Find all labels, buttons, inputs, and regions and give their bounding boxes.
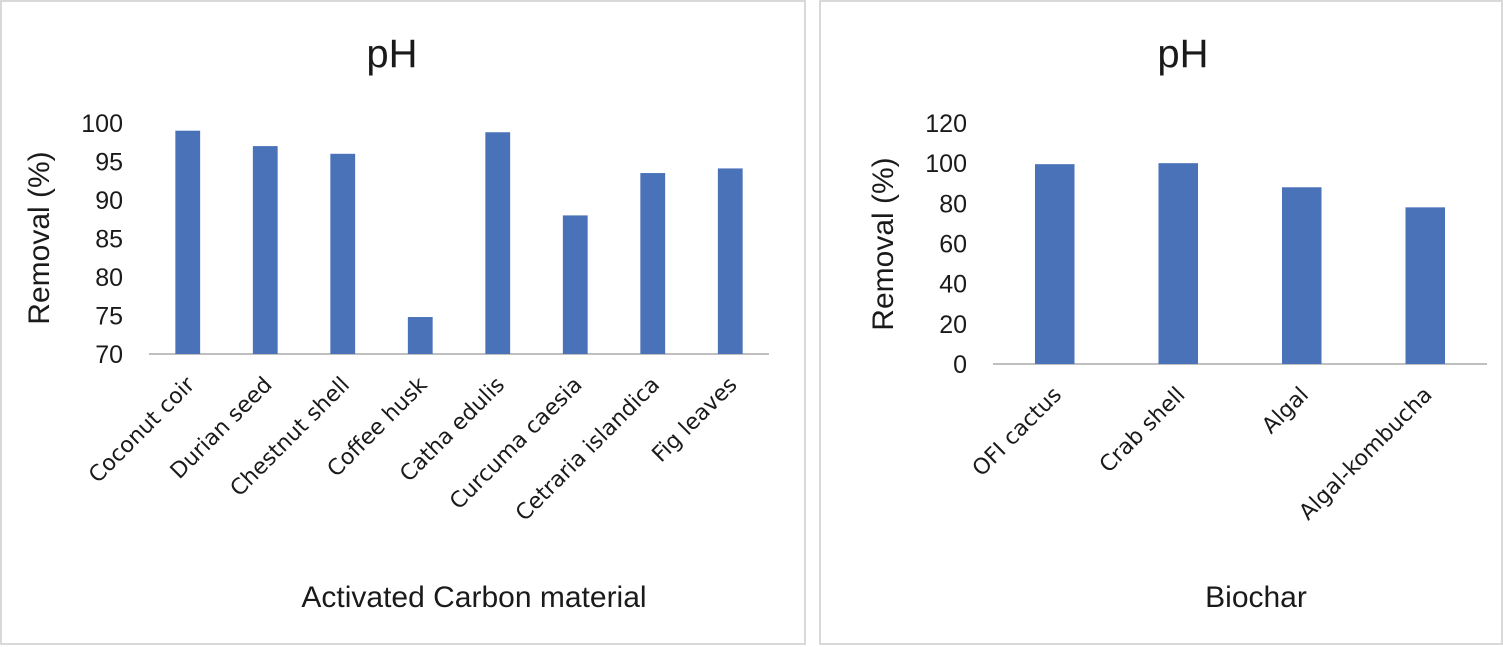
x-tick-label: OFI cactus	[968, 383, 1067, 482]
x-axis-label: Activated Carbon material	[301, 581, 646, 614]
bar	[640, 173, 666, 354]
y-tick-label: 0	[953, 351, 967, 379]
bar	[1281, 187, 1322, 364]
y-tick-label: 80	[939, 190, 967, 218]
x-axis-label: Biochar	[1205, 581, 1307, 614]
x-tick-label: Algal-kombucha	[1295, 383, 1438, 526]
x-tick-label: Fig leaves	[648, 373, 743, 468]
activated-carbon-chart: pH Removal (%) Activated Carbon material…	[23, 32, 769, 614]
chart-title: pH	[1157, 32, 1208, 76]
bar	[485, 132, 511, 354]
bar	[175, 130, 201, 354]
x-tick-label: Curcuma caesia	[445, 373, 587, 515]
y-tick-label: 20	[939, 311, 967, 339]
bar	[717, 168, 743, 354]
y-tick-label: 60	[939, 231, 967, 259]
chart-panel-activated-carbon: pH Removal (%) Activated Carbon material…	[0, 0, 806, 645]
bar	[1158, 163, 1199, 364]
x-tick-label: Algal	[1258, 383, 1314, 439]
y-tick-label: 75	[95, 303, 123, 331]
y-tick-label: 95	[95, 149, 123, 177]
bar	[252, 146, 278, 354]
x-tick-label: Cetraria islandica	[511, 373, 665, 527]
biochar-chart: pH Removal (%) Biochar 120 100 80 60 40 20 0OF…	[867, 32, 1487, 614]
chart-panel-biochar: pH Removal (%) Biochar 120 100 80 60 40 20 0 OF…	[819, 0, 1503, 645]
bar	[330, 153, 356, 354]
y-axis-label: Removal (%)	[867, 157, 900, 330]
y-tick-label: 70	[95, 341, 123, 369]
y-tick-label: 90	[95, 187, 123, 215]
y-tick-label: 120	[925, 110, 967, 138]
y-tick-label: 85	[95, 226, 123, 254]
y-tick-label: 80	[95, 264, 123, 292]
y-axis-label: Removal (%)	[23, 151, 56, 324]
bar	[562, 215, 588, 354]
y-tick-label: 100	[81, 110, 123, 138]
chart-title: pH	[366, 32, 417, 76]
y-tick-label: 40	[939, 271, 967, 299]
bar	[407, 317, 433, 354]
x-tick-label: Crab shell	[1095, 383, 1190, 478]
bar	[1034, 164, 1075, 364]
y-tick-label: 100	[925, 150, 967, 178]
bar	[1405, 207, 1446, 364]
